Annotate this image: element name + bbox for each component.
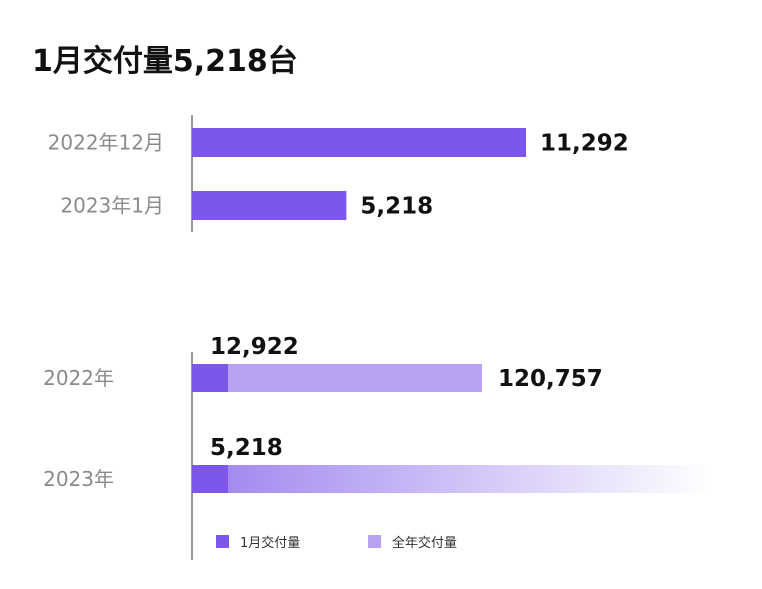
category-label: 2022年 [43, 366, 114, 390]
chart-title: 1月交付量5,218台 [32, 44, 298, 79]
legend-swatch [216, 535, 229, 548]
category-label: 2022年12月 [48, 131, 164, 155]
bar-annual-fade [192, 465, 712, 493]
legend-label: 1月交付量 [240, 535, 300, 551]
category-label: 2023年 [43, 467, 114, 491]
bar [192, 191, 347, 220]
data-label: 11,292 [540, 131, 629, 157]
bar-monthly [192, 364, 228, 392]
data-label: 5,218 [360, 194, 433, 220]
legend-label: 全年交付量 [392, 535, 457, 551]
legend-swatch [368, 535, 381, 548]
data-label: 120,757 [498, 366, 603, 392]
bar-monthly [192, 465, 228, 493]
data-label: 12,922 [210, 334, 299, 360]
category-label: 2023年1月 [60, 194, 164, 218]
bar-annual [192, 364, 482, 392]
bar [192, 128, 527, 157]
data-label: 5,218 [210, 435, 283, 461]
